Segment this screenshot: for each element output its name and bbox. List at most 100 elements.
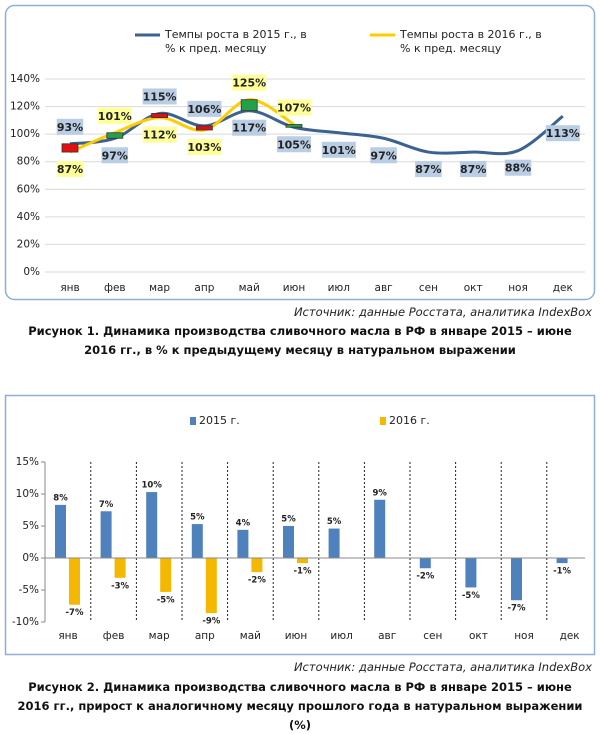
data-label: -5% bbox=[462, 591, 480, 601]
y-tick-label: 140% bbox=[10, 73, 40, 85]
x-tick-label: апр bbox=[194, 282, 214, 294]
label-box bbox=[56, 161, 84, 178]
y-tick-label: 0% bbox=[22, 552, 39, 564]
x-tick-label: фев bbox=[103, 630, 125, 642]
label-box bbox=[459, 161, 487, 178]
data-label: 125% bbox=[232, 77, 266, 90]
x-tick-label: сен bbox=[419, 282, 438, 294]
bar bbox=[328, 528, 340, 558]
x-tick-label: авг bbox=[378, 630, 396, 642]
x-tick-label: май bbox=[239, 282, 260, 294]
label-box bbox=[321, 141, 356, 158]
x-tick-label: янв bbox=[60, 282, 79, 294]
x-tick-label: май bbox=[240, 630, 261, 642]
bar bbox=[419, 558, 431, 569]
data-label: -2% bbox=[248, 576, 266, 586]
y-tick-label: 60% bbox=[17, 183, 40, 195]
bar bbox=[55, 504, 66, 558]
data-label: 97% bbox=[370, 149, 396, 162]
bar bbox=[114, 558, 126, 578]
source: Источник: данные Росстата, аналитика Ind… bbox=[293, 305, 592, 319]
x-tick-label: янв bbox=[58, 630, 77, 642]
data-label: 88% bbox=[505, 162, 531, 175]
x-tick-label: дек bbox=[560, 630, 580, 642]
bar bbox=[146, 492, 158, 558]
data-label: 87% bbox=[415, 163, 441, 176]
data-label: 101% bbox=[98, 110, 132, 123]
up-down-bar bbox=[61, 143, 79, 153]
legend-label: Темпы роста в 2016 г., в % к пред. месяц… bbox=[400, 28, 542, 55]
data-label: 4% bbox=[236, 518, 251, 528]
up-down-bar bbox=[240, 99, 258, 112]
bar bbox=[511, 558, 522, 601]
x-tick-label: ноя bbox=[508, 282, 528, 294]
data-label: -7% bbox=[66, 608, 84, 618]
y-tick-label: 20% bbox=[17, 238, 40, 250]
bar bbox=[251, 558, 263, 573]
label-box bbox=[277, 136, 311, 153]
x-tick-label: сен bbox=[423, 630, 442, 642]
legend-label: Темпы роста в 2015 г., в % к пред. месяц… bbox=[165, 28, 307, 55]
data-label: 9% bbox=[372, 488, 387, 498]
y-tick-label: 100% bbox=[10, 128, 40, 140]
x-tick-label: окт bbox=[469, 630, 488, 642]
data-label: 10% bbox=[142, 481, 163, 491]
label-box bbox=[277, 99, 311, 116]
x-tick-label: июн bbox=[285, 630, 308, 642]
chart-frame bbox=[4, 394, 596, 656]
data-label: 8% bbox=[53, 493, 68, 503]
x-tick-label: мар bbox=[149, 282, 170, 294]
label-box bbox=[232, 74, 267, 91]
chart-frame bbox=[4, 4, 596, 301]
bar bbox=[465, 558, 477, 588]
label-box bbox=[97, 107, 132, 124]
label-box bbox=[232, 119, 267, 136]
data-label: 5% bbox=[190, 513, 205, 523]
bar bbox=[191, 524, 203, 558]
data-label: -3% bbox=[111, 581, 129, 591]
data-label: 7% bbox=[99, 500, 114, 510]
label-box bbox=[187, 139, 222, 156]
legend-label: 2015 г. bbox=[199, 414, 240, 427]
x-tick-label: июл bbox=[330, 630, 352, 642]
label-box bbox=[415, 161, 442, 178]
data-label: 97% bbox=[102, 149, 128, 162]
label-box bbox=[504, 159, 532, 176]
data-label: 101% bbox=[322, 144, 356, 157]
data-label: 115% bbox=[143, 90, 177, 103]
data-label: 87% bbox=[57, 163, 83, 176]
data-label: 113% bbox=[546, 127, 580, 140]
y-tick-label: 10% bbox=[16, 488, 39, 500]
data-label: 107% bbox=[277, 101, 311, 114]
data-label: 93% bbox=[57, 121, 83, 134]
x-tick-label: фев bbox=[104, 282, 126, 294]
label-box bbox=[101, 147, 129, 164]
up-down-bar bbox=[195, 125, 213, 131]
data-label: -1% bbox=[553, 567, 571, 577]
data-label: 106% bbox=[187, 103, 221, 116]
data-label: 5% bbox=[281, 515, 296, 525]
y-tick-label: -5% bbox=[19, 584, 39, 596]
y-tick-label: 40% bbox=[17, 211, 40, 223]
y-tick-label: 0% bbox=[23, 266, 40, 278]
label-box bbox=[187, 100, 222, 117]
data-label: 117% bbox=[232, 122, 266, 135]
y-tick-label: 15% bbox=[16, 456, 39, 468]
label-box bbox=[370, 147, 397, 164]
bar bbox=[237, 529, 249, 558]
caption: Рисунок 2. Динамика производства сливочн… bbox=[17, 680, 583, 732]
legend-label: 2016 г. bbox=[389, 414, 430, 427]
bar bbox=[205, 558, 217, 614]
x-tick-label: апр bbox=[195, 630, 215, 642]
up-down-bar bbox=[106, 132, 124, 139]
bar bbox=[100, 511, 112, 558]
x-tick-label: дек bbox=[553, 282, 573, 294]
data-label: 112% bbox=[143, 129, 177, 142]
data-label: 5% bbox=[327, 517, 342, 527]
bar bbox=[297, 558, 308, 564]
bar bbox=[556, 558, 568, 564]
up-down-bar bbox=[285, 124, 303, 128]
y-tick-label: 120% bbox=[10, 101, 40, 113]
